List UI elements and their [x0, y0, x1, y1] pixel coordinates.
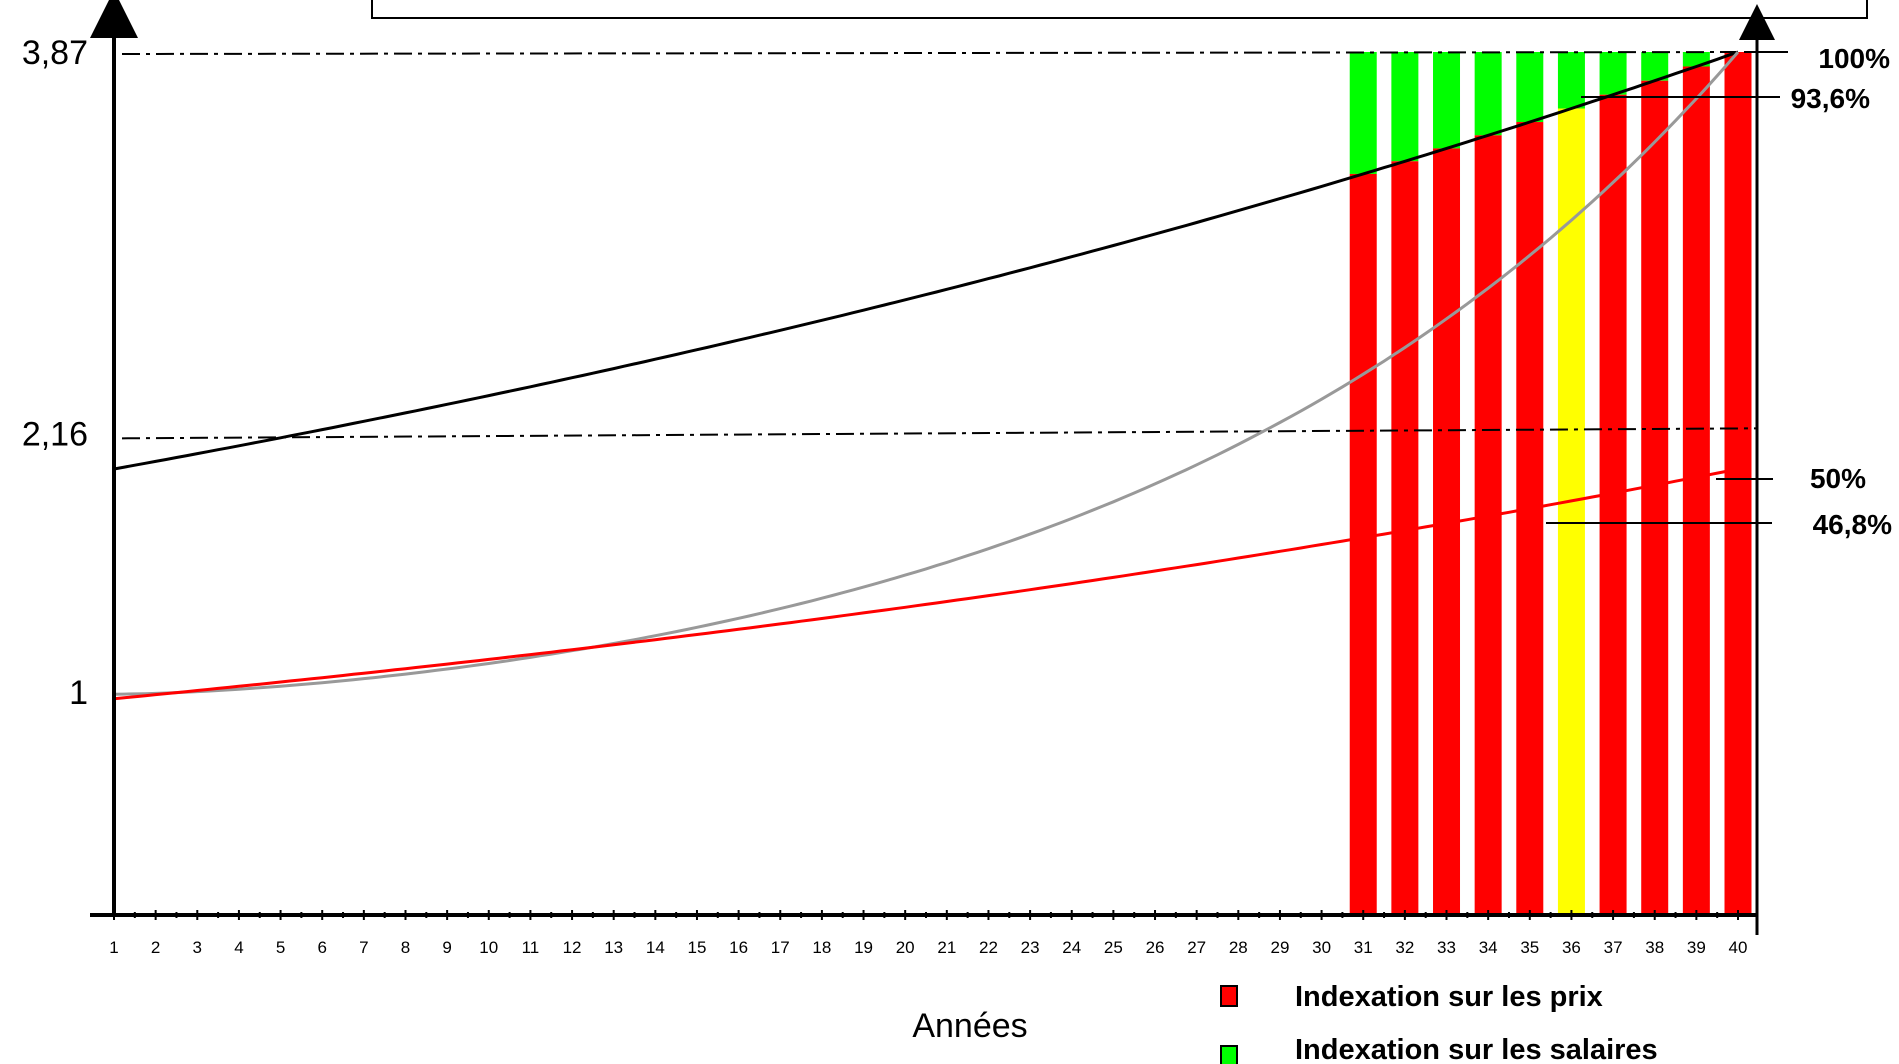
- x-tick-label-29: 29: [1270, 938, 1289, 957]
- bar-31: [1349, 52, 1377, 916]
- x-axis-title: Années: [912, 1007, 1027, 1045]
- bar-32: [1391, 52, 1419, 915]
- bar-36-green-segment: [1557, 52, 1585, 109]
- x-tick-label-32: 32: [1395, 938, 1414, 957]
- x-tick-label-39: 39: [1687, 938, 1706, 957]
- x-tick-label-33: 33: [1437, 938, 1456, 957]
- x-tick-label-23: 23: [1021, 938, 1040, 957]
- x-tick-label-24: 24: [1062, 938, 1081, 957]
- bar-33-green-segment: [1433, 52, 1461, 149]
- bar-35-main-segment: [1516, 122, 1544, 915]
- bar-39-main-segment: [1682, 66, 1710, 915]
- bar-36-main-segment: [1557, 108, 1585, 916]
- x-tick-label-38: 38: [1645, 938, 1664, 957]
- y-tick-label-0: 1: [69, 674, 88, 712]
- x-tick-label-8: 8: [401, 938, 410, 957]
- x-tick-label-6: 6: [317, 938, 326, 957]
- bar-32-green-segment: [1391, 52, 1419, 162]
- y-tick-label-2: 3,87: [22, 34, 88, 72]
- x-tick-label-25: 25: [1104, 938, 1123, 957]
- x-tick-label-22: 22: [979, 938, 998, 957]
- bar-31-green-segment: [1349, 52, 1377, 174]
- x-tick-label-16: 16: [729, 938, 748, 957]
- x-tick-label-30: 30: [1312, 938, 1331, 957]
- bar-37-main-segment: [1599, 94, 1627, 916]
- annotation-label-3: 46,8%: [1813, 509, 1892, 540]
- series-line-2: [113, 467, 1739, 701]
- bar-33: [1433, 52, 1461, 916]
- x-tick-label-28: 28: [1229, 938, 1248, 957]
- x-tick-label-14: 14: [646, 938, 665, 957]
- x-tick-label-5: 5: [276, 938, 285, 957]
- x-tick-label-9: 9: [442, 938, 451, 957]
- legend-swatch-salaires: [1220, 1045, 1238, 1064]
- bar-34: [1474, 52, 1502, 915]
- bar-32-main-segment: [1391, 161, 1419, 915]
- x-tick-label-1: 1: [109, 938, 118, 957]
- bar-37-green-segment: [1599, 52, 1627, 95]
- x-tick-label-2: 2: [151, 938, 160, 957]
- x-tick-label-18: 18: [812, 938, 831, 957]
- annotation-label-2: 50%: [1810, 463, 1866, 494]
- annotation-label-0: 100%: [1818, 43, 1890, 74]
- x-tick-label-40: 40: [1729, 938, 1748, 957]
- bar-34-green-segment: [1474, 52, 1502, 136]
- x-tick-label-31: 31: [1354, 938, 1373, 957]
- legend: Indexation sur les prix Indexation sur l…: [1220, 981, 1658, 1064]
- y-tick-label-1: 2,16: [22, 415, 88, 453]
- bar-40: [1724, 52, 1752, 915]
- x-tick-label-27: 27: [1187, 938, 1206, 957]
- series-line-0: [113, 50, 1739, 471]
- bar-33-main-segment: [1433, 148, 1461, 916]
- x-tick-label-17: 17: [771, 938, 790, 957]
- legend-swatch-prix: [1220, 985, 1238, 1007]
- x-tick-label-21: 21: [937, 938, 956, 957]
- bar-36: [1557, 52, 1585, 916]
- series-line-1: [113, 51, 1740, 696]
- bar-38: [1641, 52, 1669, 916]
- bar-37: [1599, 52, 1627, 916]
- bar-31-main-segment: [1349, 173, 1377, 916]
- bar-35-green-segment: [1516, 52, 1544, 123]
- x-tick-label-12: 12: [563, 938, 582, 957]
- x-tick-label-3: 3: [193, 938, 202, 957]
- x-tick-label-26: 26: [1146, 938, 1165, 957]
- annotation-label-1: 93,6%: [1791, 83, 1870, 114]
- bar-40-main-segment: [1724, 52, 1752, 915]
- x-tick-label-13: 13: [604, 938, 623, 957]
- x-tick-label-37: 37: [1604, 938, 1623, 957]
- legend-label-prix: Indexation sur les prix: [1295, 981, 1603, 1013]
- x-tick-label-35: 35: [1520, 938, 1539, 957]
- bar-38-green-segment: [1641, 52, 1669, 81]
- bar-34-main-segment: [1474, 135, 1502, 915]
- top-frame: [371, 0, 1868, 19]
- x-tick-label-34: 34: [1479, 938, 1498, 957]
- bar-39: [1682, 52, 1710, 915]
- x-tick-label-11: 11: [522, 938, 540, 957]
- x-tick-label-4: 4: [234, 938, 243, 957]
- legend-label-salaires: Indexation sur les salaires: [1295, 1034, 1658, 1064]
- x-tick-label-15: 15: [688, 938, 707, 957]
- x-tick-label-20: 20: [896, 938, 915, 957]
- x-tick-label-36: 36: [1562, 938, 1581, 957]
- bar-35: [1516, 52, 1544, 915]
- x-tick-label-19: 19: [854, 938, 873, 957]
- x-tick-label-10: 10: [479, 938, 498, 957]
- reference-line-1: [121, 427, 1758, 440]
- x-tick-label-7: 7: [359, 938, 368, 957]
- reference-line-0: [121, 51, 1758, 55]
- bar-38-main-segment: [1641, 80, 1669, 916]
